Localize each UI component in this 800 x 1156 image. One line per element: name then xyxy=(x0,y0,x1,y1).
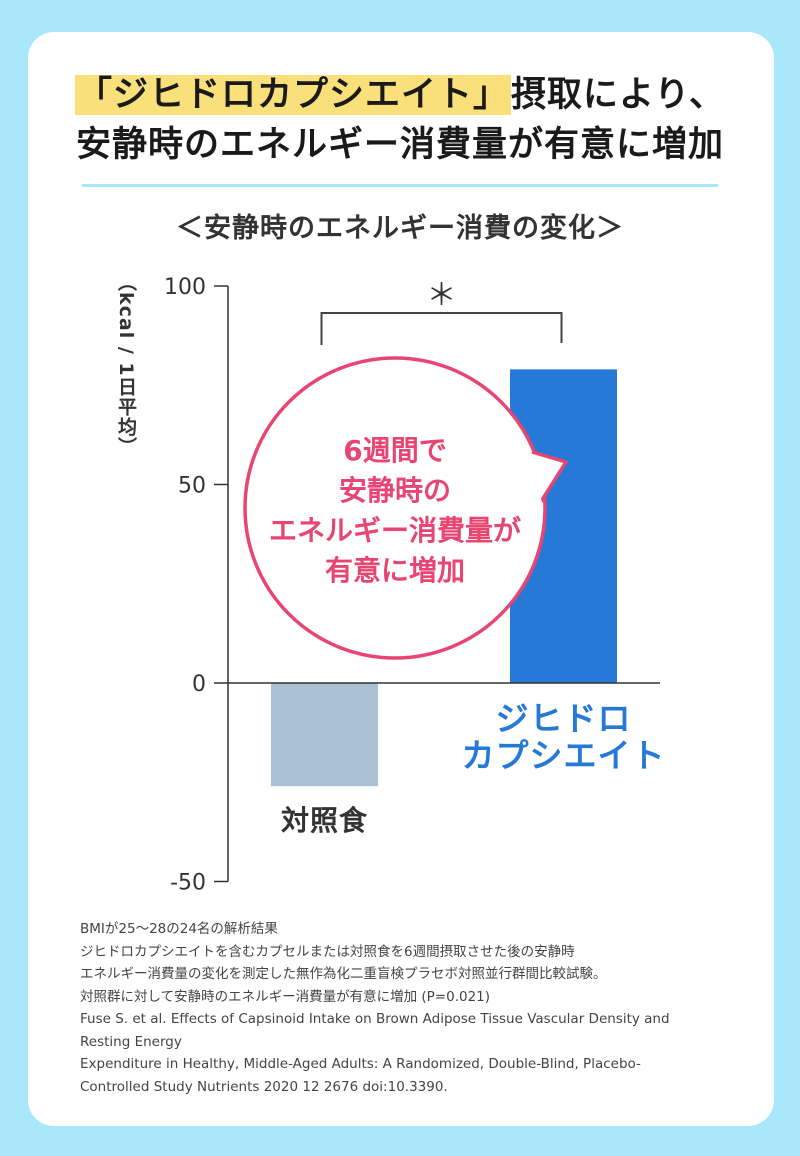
category-label: ジヒドロ xyxy=(496,699,632,738)
callout-text: 安静時の xyxy=(339,474,451,507)
footnote-line: BMIが25〜28の24名の解析結果 xyxy=(80,921,278,937)
headline-line2: 安静時のエネルギー消費量が有意に増加 xyxy=(75,125,724,165)
footnote-line: 対照群に対して安静時のエネルギー消費量が有意に増加 (P=0.021) xyxy=(80,988,491,1005)
headline-line1: 「ジヒドロカプシエイト」摂取により、 xyxy=(0,70,800,120)
headline-line1-rest: 摂取により、 xyxy=(511,75,725,115)
headline: 「ジヒドロカプシエイト」摂取により、 安静時のエネルギー消費量が有意に増加 xyxy=(0,70,800,170)
bar xyxy=(271,683,378,787)
category-label: 対照食 xyxy=(281,804,368,837)
y-tick-label: -50 xyxy=(170,871,206,896)
callout-tail-mask xyxy=(525,455,543,506)
footnote-line: Controlled Study Nutrients 2020 12 2676 … xyxy=(80,1078,448,1095)
y-axis-label: （kcal / 1日平均） xyxy=(115,272,137,457)
callout-text: 6週間で xyxy=(343,434,446,467)
callout-text: エネルギー消費量が xyxy=(269,514,521,547)
y-tick-label: 100 xyxy=(164,275,206,300)
headline-highlight: 「ジヒドロカプシエイト」 xyxy=(75,75,512,115)
significance-label: ＊ xyxy=(427,278,457,313)
footnotes: BMIが25〜28の24名の解析結果 ジヒドロカプシエイトを含むカプセルまたは対… xyxy=(80,918,730,1098)
footnote-line: エネルギー消費量の変化を測定した無作為化二重盲検プラセボ対照並行群間比較試験。 xyxy=(80,966,607,982)
category-label: カプシエイト xyxy=(462,736,666,775)
y-tick-label: 50 xyxy=(178,474,206,499)
chart-title: ＜安静時のエネルギー消費の変化＞ xyxy=(176,213,624,244)
footnote-line: ジヒドロカプシエイトを含むカプセルまたは対照食を6週間摂取させた後の安静時 xyxy=(80,943,575,960)
callout-bubble xyxy=(243,356,547,660)
callout-text: 有意に増加 xyxy=(325,554,465,587)
significance-bracket xyxy=(320,312,563,345)
callout-tail xyxy=(531,450,568,504)
footnote-line: Fuse S. et al. Effects of Capsinoid Inta… xyxy=(80,1011,670,1027)
footnote-line: Resting Energy xyxy=(80,1033,182,1050)
y-tick-label: 0 xyxy=(192,672,206,697)
divider xyxy=(82,184,718,187)
footnote-line: Expenditure in Healthy, Middle-Aged Adul… xyxy=(80,1056,641,1072)
